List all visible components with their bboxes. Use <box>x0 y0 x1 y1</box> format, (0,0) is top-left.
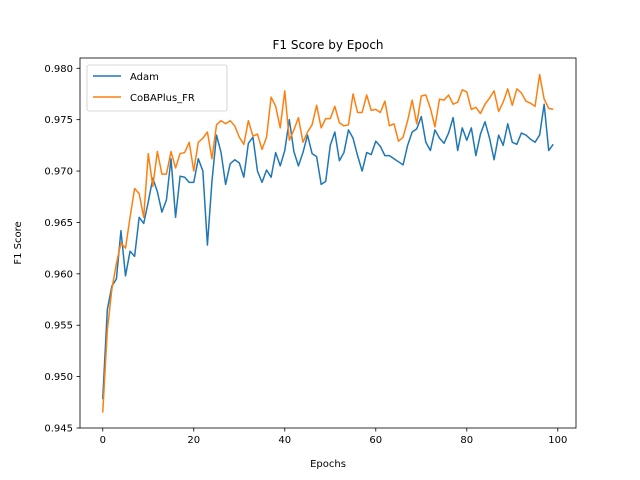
series-layer <box>102 73 554 413</box>
y-tick-label: 0.970 <box>44 167 73 178</box>
y-tick-label: 0.950 <box>44 372 73 383</box>
x-tick-label: 40 <box>278 435 291 446</box>
y-tick-label: 0.965 <box>44 218 73 229</box>
x-tick-label: 80 <box>460 435 473 446</box>
legend-label-cobaplus-fr: CoBAPlus_FR <box>130 93 195 104</box>
legend-label-adam: Adam <box>130 72 159 83</box>
x-tick-label: 60 <box>369 435 382 446</box>
y-tick-label: 0.960 <box>44 269 73 280</box>
x-tick-label: 100 <box>548 435 567 446</box>
x-tick-label: 0 <box>100 435 106 446</box>
x-axis-ticks: 0 20 40 60 80 100 <box>100 428 567 446</box>
x-tick-label: 20 <box>187 435 200 446</box>
plot-area <box>80 58 576 428</box>
axes-frame <box>79 57 577 429</box>
x-axis-label: Epochs <box>310 459 346 470</box>
y-axis-ticks: 0.945 0.950 0.955 0.960 0.965 0.970 0.975 0.980 <box>44 64 80 435</box>
y-tick-label: 0.975 <box>44 115 73 126</box>
y-tick-label: 0.955 <box>44 321 73 332</box>
legend: Adam CoBAPlus_FR <box>86 64 228 112</box>
y-tick-label: 0.945 <box>44 424 73 435</box>
series-line-cobaplus-fr <box>102 73 554 413</box>
y-axis-label: F1 Score <box>13 221 24 264</box>
chart-title: F1 Score by Epoch <box>272 38 383 52</box>
series-line-adam <box>102 103 554 400</box>
legend-box <box>86 64 228 112</box>
plot-frame <box>79 57 577 429</box>
y-tick-label: 0.980 <box>44 64 73 75</box>
